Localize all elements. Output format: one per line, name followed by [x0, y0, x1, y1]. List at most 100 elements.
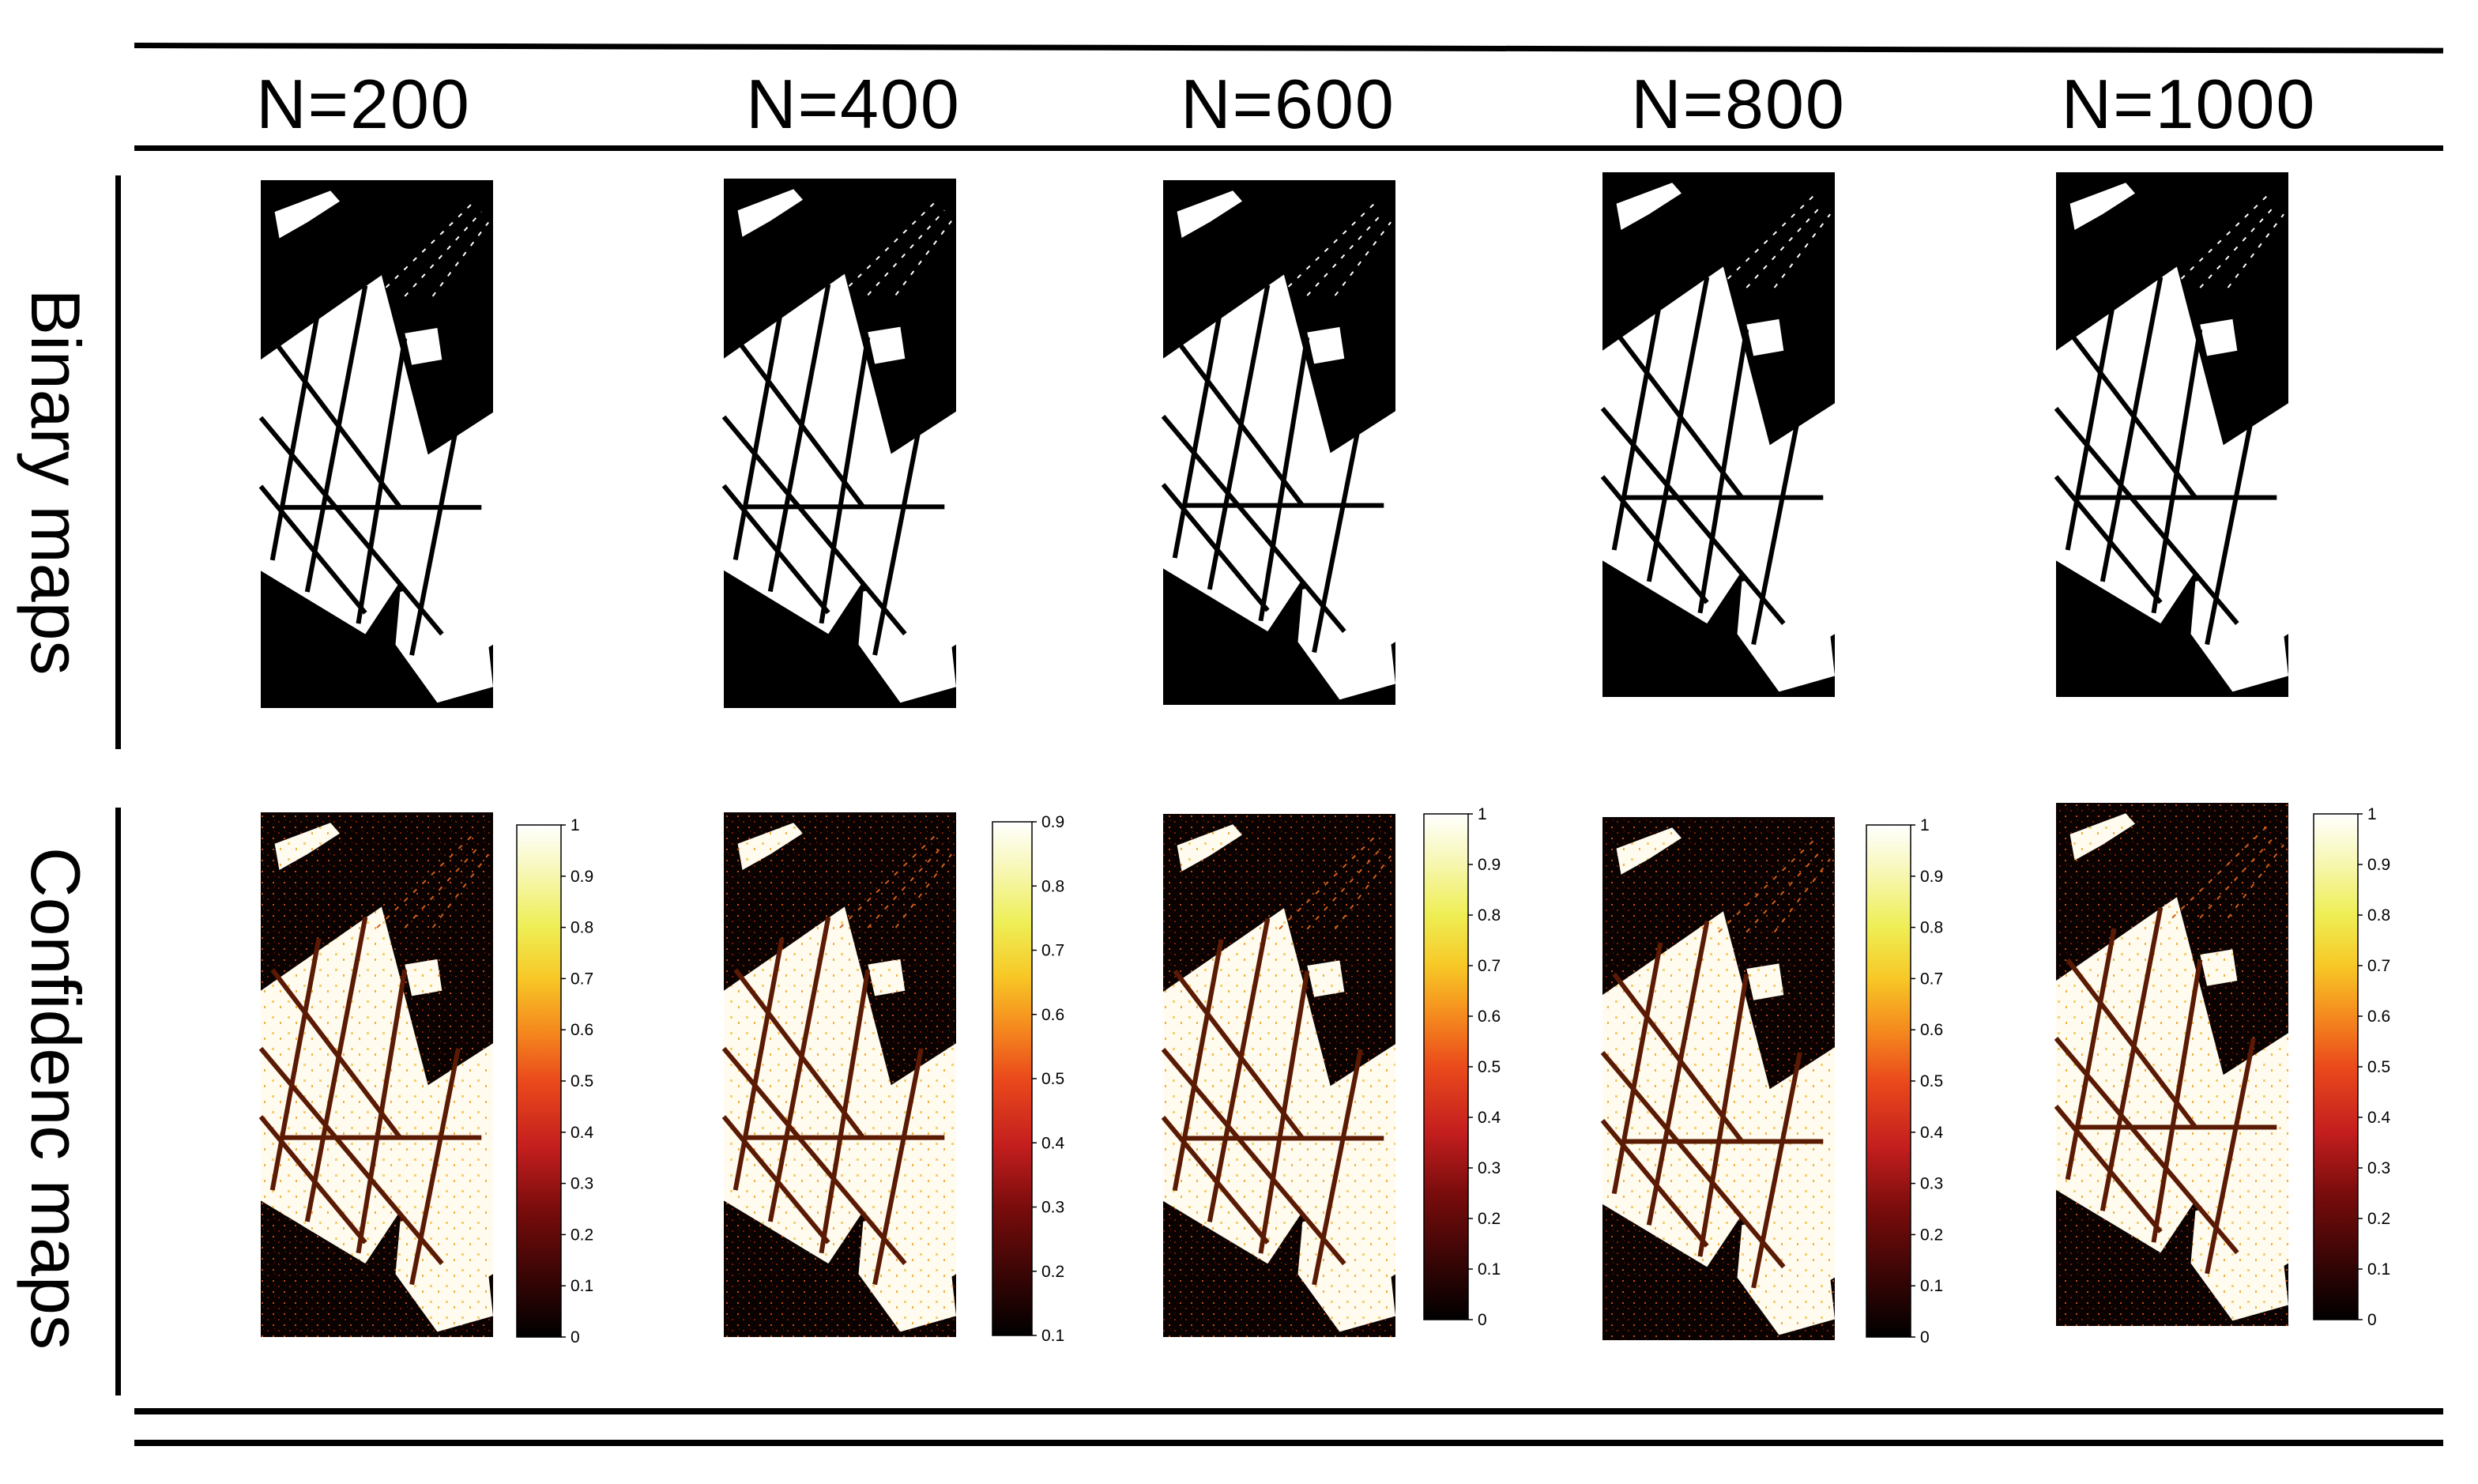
confidence-field-boundary — [1207, 917, 1271, 1222]
colorbar-tick-label: 0 — [571, 1328, 580, 1347]
colorbar-tick-label: 0.1 — [571, 1277, 593, 1295]
binary-field-boundary — [269, 306, 322, 561]
binary-pier-region — [1177, 190, 1242, 238]
binary-field-boundary — [1611, 297, 1663, 551]
top-rule-2 — [134, 145, 2443, 151]
binary-field-boundary — [819, 337, 871, 624]
colorbar-tick-label: 0.9 — [571, 868, 593, 886]
binary-pier-region — [1616, 183, 1682, 230]
confidence-road-streak — [1718, 837, 1817, 933]
column-label-n400: N=400 — [746, 65, 961, 143]
colorbar-tick-label: 0.7 — [1920, 970, 1943, 988]
confidence-small-field — [2200, 949, 2238, 986]
confidence-field-boundary — [2065, 928, 2117, 1181]
column-label-n600: N=600 — [1181, 65, 1395, 143]
binary-field-boundary — [767, 284, 831, 593]
confidence-field-boundary — [2205, 1038, 2256, 1275]
binary-field-boundary — [872, 416, 924, 656]
binary-field-boundary — [2205, 408, 2256, 646]
confidence-road-streak — [839, 832, 939, 928]
confidence-field-region — [724, 906, 956, 1295]
confidence-pier-region — [1177, 824, 1242, 872]
binary-small-field — [405, 328, 442, 365]
colorbar-tick-label: 1 — [1920, 816, 1930, 834]
confidence-field-boundary — [356, 969, 408, 1254]
confidence-field-region — [2056, 897, 2288, 1284]
binary-pier-region — [737, 189, 803, 237]
confidence-field-boundary — [1646, 921, 1710, 1226]
binary-field-boundary — [270, 337, 402, 509]
binary-field-region — [261, 275, 493, 666]
colorbar-tick-label: 0.5 — [571, 1072, 593, 1090]
colorbar-tick-label: 0.7 — [1041, 942, 1064, 960]
binary-small-field — [2200, 318, 2238, 356]
confidence-road-streak — [2171, 823, 2271, 919]
colorbar-tick-label: 0.3 — [2367, 1159, 2390, 1177]
binary-field-boundary — [732, 305, 785, 560]
binary-field-boundary — [2100, 277, 2164, 582]
confidence-field-boundary — [1172, 939, 1224, 1192]
confidence-field-region — [1163, 908, 1395, 1295]
colorbar-tick-label: 0.2 — [1041, 1263, 1064, 1281]
binary-map-5 — [2054, 172, 2288, 697]
confidence-road-streak — [1773, 858, 1831, 933]
confidence-map-2 — [721, 812, 956, 1337]
colorbar-4: 1 0.9 0.8 0.7 0.6 0.5 0.4 0.3 0.2 0.1 0 — [1866, 816, 1944, 1347]
confidence-field-boundary — [819, 969, 871, 1254]
colorbar-tick-label: 0.5 — [1920, 1072, 1943, 1090]
confidence-map-1 — [258, 812, 493, 1337]
colorbar-gradient — [992, 821, 1033, 1336]
confidence-road-streak — [376, 832, 476, 928]
binary-field-boundary — [2065, 297, 2117, 551]
confidence-field-boundary — [1611, 942, 1663, 1195]
colorbar-tick-label: 0.9 — [1920, 868, 1943, 886]
binary-map-3 — [1161, 180, 1395, 705]
colorbar-gradient — [1866, 824, 1911, 1338]
confidence-pier-region — [737, 823, 803, 870]
colorbar-tick-label: 0.3 — [1041, 1199, 1064, 1217]
colorbar-tick-label: 0.3 — [1478, 1159, 1501, 1177]
binary-field-boundary — [304, 285, 368, 593]
colorbar-3: 1 0.9 0.8 0.7 0.6 0.5 0.4 0.3 0.2 0.1 0 — [1423, 805, 1501, 1329]
confidence-field-boundary — [1258, 970, 1310, 1254]
colorbar-tick-label: 0.4 — [2367, 1109, 2391, 1127]
colorbar-tick-label: 0.1 — [2367, 1260, 2390, 1279]
confidence-road-streak — [894, 853, 952, 928]
binary-field-boundary — [1612, 328, 1744, 499]
binary-small-field — [1307, 326, 1345, 364]
confidence-field-boundary — [732, 937, 785, 1191]
binary-field-boundary — [1312, 416, 1363, 653]
binary-pier-region — [274, 190, 340, 239]
binary-field-boundary — [1173, 336, 1305, 507]
colorbar-tick-label: 0.4 — [1041, 1134, 1065, 1152]
colorbar-tick-label: 0.1 — [1478, 1260, 1501, 1279]
colorbar-tick-label: 0.8 — [1478, 906, 1501, 925]
colorbar-tick-label: 0 — [1478, 1311, 1487, 1329]
colorbar-tick-label: 0.9 — [2367, 856, 2390, 874]
binary-road-streak — [1334, 221, 1392, 296]
confidence-small-field — [1746, 963, 1784, 1000]
binary-map-4 — [1600, 172, 1835, 697]
colorbar-1: 1 0.9 0.8 0.7 0.6 0.5 0.4 0.3 0.2 0.1 0 — [516, 816, 594, 1347]
binary-field-boundary — [2066, 328, 2197, 499]
binary-road-streak — [1279, 200, 1378, 296]
confidence-small-field — [405, 959, 442, 996]
colorbar-tick-label: 0.6 — [1920, 1021, 1943, 1039]
colorbar-tick-label: 0.6 — [1041, 1006, 1064, 1024]
colorbar-gradient — [1423, 813, 1469, 1320]
confidence-field-boundary — [733, 968, 865, 1139]
binary-field-boundary — [1172, 305, 1224, 559]
binary-field-region — [1163, 274, 1395, 663]
colorbar-tick-label: 0.2 — [2367, 1210, 2390, 1228]
binary-map-2 — [721, 179, 956, 708]
confidence-field-boundary — [2100, 906, 2164, 1211]
colorbar-tick-label: 0.5 — [1041, 1070, 1064, 1088]
colorbar-tick-label: 0.5 — [1478, 1058, 1501, 1076]
colorbar-tick-label: 1 — [2367, 805, 2377, 823]
confidence-field-boundary — [1312, 1049, 1363, 1286]
confidence-map-5 — [2054, 803, 2288, 1326]
colorbar-tick-label: 0.8 — [571, 919, 593, 937]
colorbar-tick-label: 0 — [2367, 1311, 2377, 1329]
colorbar-tick-label: 1 — [571, 816, 580, 834]
